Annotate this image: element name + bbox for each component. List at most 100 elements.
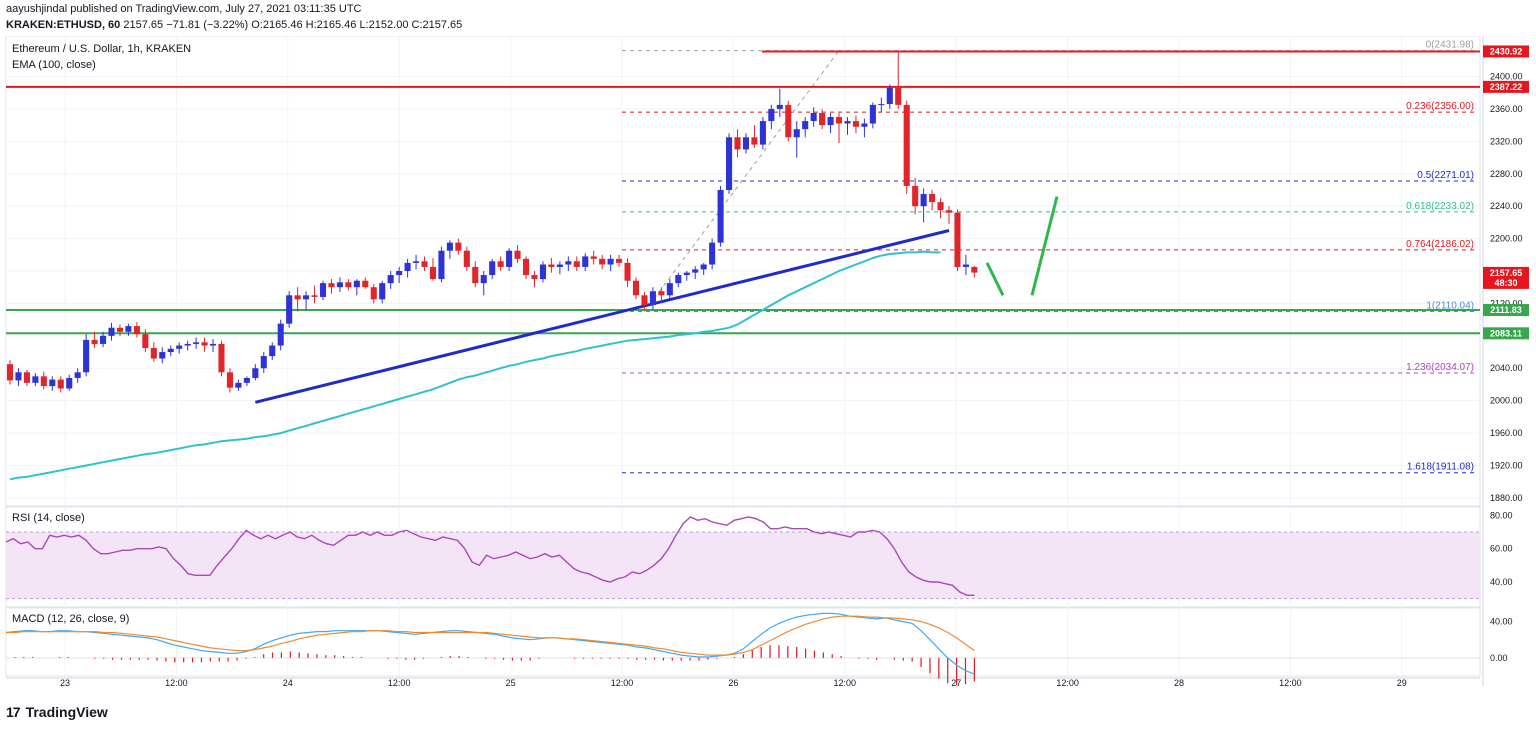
candle-body [751, 137, 758, 145]
header: aayushjindal published on TradingView.co… [0, 0, 1536, 36]
y-tick-label: 2000.00 [1490, 396, 1523, 406]
high-value: 2165.46 [316, 19, 357, 31]
candle-body [167, 348, 174, 353]
candle-body [218, 343, 225, 373]
candle-body [937, 202, 944, 211]
symbol-text: KRAKEN:ETHUSD, 60 [6, 19, 121, 31]
candle-body [404, 262, 411, 271]
candle-body [920, 194, 927, 207]
candle-body [421, 261, 428, 267]
candle-body [607, 258, 614, 265]
candle-body [742, 137, 750, 150]
candle-body [844, 121, 851, 124]
candle-body [632, 280, 640, 296]
open-label: O: [251, 19, 263, 31]
macd-title: MACD (12, 26, close, 9) [12, 613, 129, 625]
candle-body [962, 264, 969, 267]
x-tick-label: 12:00 [834, 678, 857, 688]
candle-body [57, 379, 64, 389]
x-tick-label: 12:00 [165, 678, 188, 688]
macd-pane[interactable]: MACD (12, 26, close, 9) [5, 612, 1480, 686]
candle-body [286, 295, 293, 324]
price-pane[interactable]: 0(2431.98) 0.236(2356.00) 0.5(2271.01) 0.61… [6, 40, 1480, 481]
price-label-box [1483, 45, 1529, 58]
candle-body [556, 264, 563, 267]
candle-body [100, 335, 107, 344]
candle-body [463, 250, 470, 267]
candle-body [954, 212, 961, 267]
publish-line: aayushjindal published on TradingView.co… [6, 3, 362, 15]
candle-body [810, 112, 817, 122]
y-tick-label: 2200.00 [1490, 234, 1523, 244]
fib-level-label: 1.618(1911.08) [1407, 462, 1474, 473]
candle-body [624, 262, 631, 281]
open-value: 2165.46 [262, 19, 303, 31]
candle-body [573, 261, 580, 267]
fib-level-label: 0.618(2233.02) [1406, 201, 1474, 212]
candle-body [886, 87, 893, 105]
brand-name: TradingView [25, 704, 108, 720]
price-label: 2083.11 [1490, 328, 1522, 338]
fib-level-label: 1.236(2034.07) [1406, 362, 1474, 373]
candle-body [514, 250, 521, 259]
candle-body [413, 261, 420, 263]
x-tick-label: 12:00 [388, 678, 411, 688]
x-tick-label: 27 [951, 678, 961, 688]
macd-line [5, 612, 975, 675]
price-label-box [1483, 304, 1529, 317]
candle-body [726, 137, 733, 190]
tradingview-logo-icon: 17 [6, 704, 21, 720]
candle-body [455, 242, 462, 251]
fib-level-label: 0.236(2356.00) [1406, 101, 1474, 112]
candle-body [759, 121, 766, 145]
candle-body [108, 327, 115, 336]
candle-body [66, 377, 73, 389]
candle-body [159, 352, 166, 359]
fib-level-label: 0.764(2186.02) [1406, 239, 1474, 250]
candle-body [438, 250, 445, 280]
candle-body [226, 372, 233, 388]
candle-body [125, 326, 132, 332]
candle-body [150, 347, 157, 359]
candle-body [599, 258, 606, 265]
candle-body [903, 104, 910, 186]
candle-body [675, 275, 682, 284]
candle-body [387, 275, 394, 284]
candle-body [184, 343, 191, 346]
candle-body [497, 261, 504, 267]
y-tick-label: 2240.00 [1490, 201, 1523, 211]
candle-body [176, 345, 183, 349]
rsi-line [5, 516, 975, 596]
candle-body [243, 377, 250, 383]
low-label: L: [359, 19, 369, 31]
symbol-line: KRAKEN:ETHUSD, 60 2157.65 −71.81 (−3.22%… [6, 19, 462, 31]
chart-area[interactable]: 0(2431.98) 0.236(2356.00) 0.5(2271.01) 0.61… [0, 36, 1536, 700]
candle-body [861, 123, 868, 127]
candle-body [692, 269, 699, 273]
candle-body [945, 210, 953, 213]
candle-body [616, 258, 623, 263]
candle-body [929, 194, 936, 203]
y-tick-label: 1960.00 [1490, 428, 1523, 438]
candle-body [336, 282, 343, 288]
candle-body [683, 272, 690, 276]
ema-legend: EMA (100, close) [12, 59, 96, 71]
candle-body [776, 104, 783, 109]
candle-body [785, 104, 792, 138]
macd-tick-label: 40.00 [1490, 617, 1513, 627]
candle-body [768, 108, 775, 122]
candle-body [142, 334, 149, 348]
macd-pane-border [5, 607, 1481, 677]
candle-body [717, 189, 724, 243]
candle-body [827, 117, 834, 126]
candle-body [209, 343, 217, 346]
countdown-label: 48:30 [1494, 278, 1517, 288]
candle-body [700, 264, 707, 270]
rsi-pane[interactable]: RSI (14, close) [5, 512, 1480, 600]
author-link[interactable]: aayushjindal [6, 3, 68, 15]
candle-body [91, 339, 98, 344]
candle-body [480, 275, 487, 284]
candle-body [74, 372, 81, 378]
close-label: C: [411, 19, 423, 31]
x-tick-label: 12:00 [1279, 678, 1302, 688]
